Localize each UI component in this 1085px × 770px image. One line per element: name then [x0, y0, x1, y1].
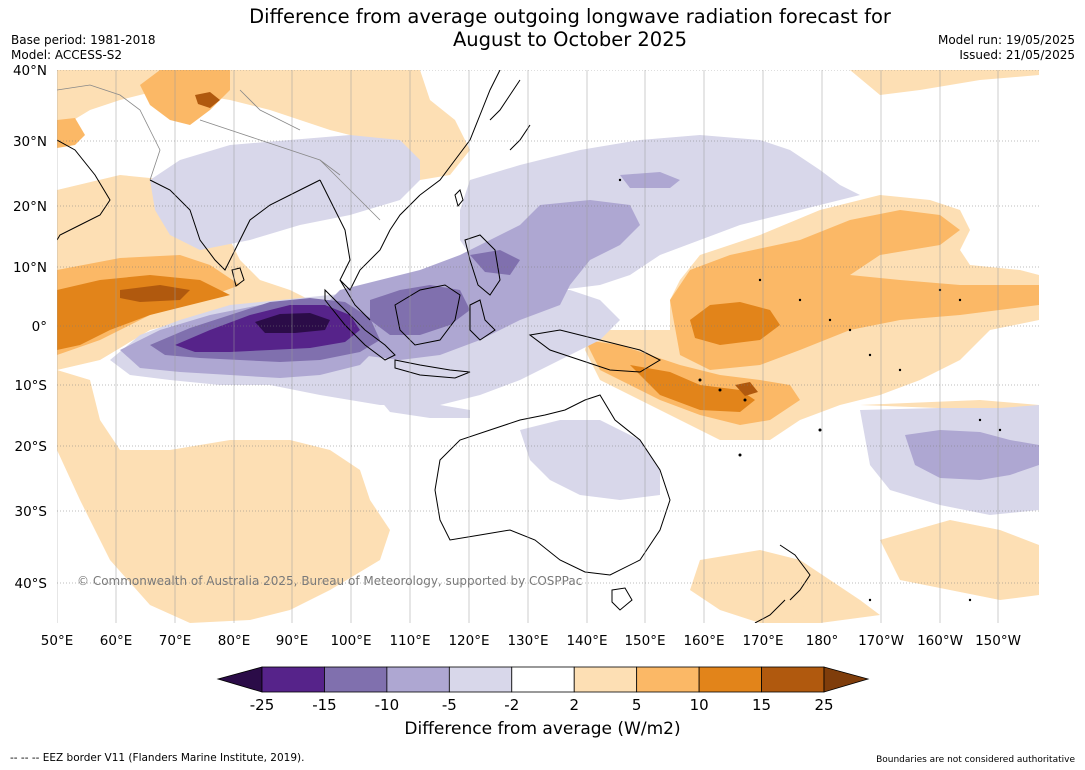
country-borders — [57, 84, 381, 221]
boundaries-disclaimer: Boundaries are not considered authoritat… — [876, 755, 1075, 765]
lon-label: 100°E — [330, 633, 371, 649]
lon-label: 170°E — [742, 633, 783, 649]
meta-right: Model run: 19/05/2025 Issued: 21/05/2025 — [938, 33, 1075, 63]
colorbar-box — [636, 666, 700, 693]
lat-label: 0° — [32, 319, 47, 335]
colorbar-box — [698, 666, 762, 693]
lon-label: 110°E — [389, 633, 430, 649]
lon-label: 180° — [806, 633, 839, 649]
colorbar-tick-label: 2 — [569, 696, 579, 714]
colorbar-box — [573, 666, 638, 693]
lon-label: 70°E — [159, 633, 191, 649]
map-plot-area — [57, 70, 1039, 623]
model-name: Model: ACCESS-S2 — [11, 48, 123, 62]
lat-label: 30°S — [15, 504, 48, 520]
colorbar-box — [386, 666, 450, 693]
colorbar-max-arrow — [823, 666, 870, 693]
lon-label: 170°W — [858, 633, 904, 649]
map-title: Difference from average outgoing longwav… — [180, 5, 960, 51]
colorbar-box — [761, 666, 825, 693]
colorbar-boxes — [261, 666, 825, 693]
lon-label: 150°W — [975, 633, 1021, 649]
coastlines — [57, 70, 811, 623]
issued-date: Issued: 21/05/2025 — [959, 48, 1075, 62]
anomaly-strong-positive — [57, 275, 780, 412]
lat-label: 10°N — [13, 260, 47, 276]
colorbar-tick-label: 25 — [814, 696, 833, 714]
eez-legend: -- -- -- EEZ border V11 (Flanders Marine… — [10, 752, 305, 764]
lat-label: 20°N — [13, 199, 47, 215]
colorbar-tick-label: 15 — [752, 696, 771, 714]
colorbar-box — [261, 666, 325, 693]
colorbar-min-arrow — [216, 666, 263, 693]
colorbar-tick-label: -5 — [442, 696, 457, 714]
lat-label: 40°N — [13, 63, 47, 79]
base-period: Base period: 1981-2018 — [11, 33, 156, 47]
meta-left: Base period: 1981-2018 Model: ACCESS-S2 — [11, 33, 156, 63]
gridlines — [57, 70, 1039, 623]
lon-label: 120°E — [448, 633, 489, 649]
lon-label: 90°E — [276, 633, 308, 649]
lon-label: 80°E — [218, 633, 250, 649]
lon-label: 60°E — [100, 633, 132, 649]
colorbar-ticks: -25 -15 -10 -5 -2 2 5 10 15 25 — [250, 696, 834, 714]
lon-label: 140°E — [566, 633, 607, 649]
colorbar-tick-label: 10 — [690, 696, 709, 714]
colorbar-tick-label: -10 — [375, 696, 400, 714]
lon-label: 150°E — [624, 633, 665, 649]
colorbar-box — [324, 666, 388, 693]
lon-label: 160°W — [917, 633, 963, 649]
colorbar: -25 -15 -10 -5 -2 2 5 10 15 25 — [216, 666, 870, 714]
latitude-labels: 40°N 30°N 20°N 10°N 0° 10°S 20°S 30°S 40… — [13, 63, 47, 592]
model-run-date: Model run: 19/05/2025 — [937, 33, 1075, 47]
title-line-2: August to October 2025 — [452, 28, 688, 51]
colorbar-box — [511, 666, 575, 693]
lat-label: 40°S — [15, 576, 48, 592]
longitude-labels: 50°E 60°E 70°E 80°E 90°E 100°E 110°E 120… — [41, 633, 1021, 649]
colorbar-tick-label: 5 — [632, 696, 642, 714]
lon-label: 50°E — [41, 633, 73, 649]
title-line-1: Difference from average outgoing longwav… — [249, 5, 891, 28]
anomaly-very-strong-positive — [120, 92, 758, 396]
lat-label: 10°S — [15, 378, 48, 394]
lat-label: 20°S — [15, 439, 48, 455]
colorbar-tick-label: -2 — [504, 696, 519, 714]
colorbar-tick-label: -15 — [312, 696, 337, 714]
pacific-islands — [618, 178, 1002, 602]
colorbar-box — [448, 666, 513, 693]
anomaly-extreme-negative — [255, 313, 330, 333]
lon-label: 130°E — [507, 633, 548, 649]
lon-label: 160°E — [683, 633, 724, 649]
copyright-notice: © Commonwealth of Australia 2025, Bureau… — [77, 574, 583, 588]
lat-label: 30°N — [13, 134, 47, 150]
colorbar-tick-label: -25 — [250, 696, 275, 714]
colorbar-label: Difference from average (W/m2) — [404, 719, 681, 739]
